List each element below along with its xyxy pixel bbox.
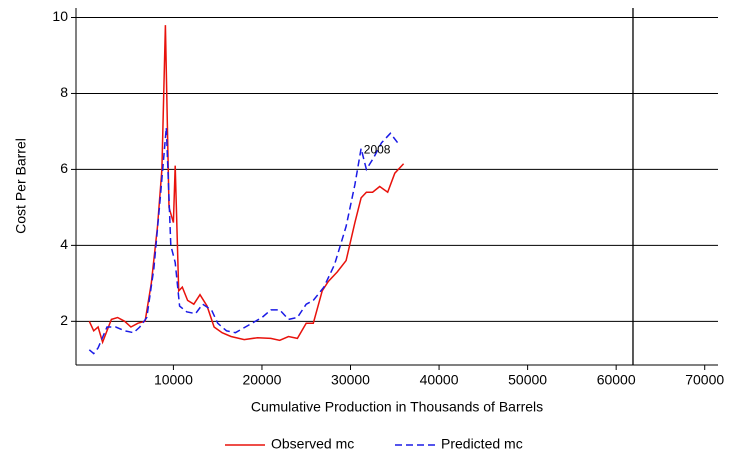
legend-label: Observed mc bbox=[271, 436, 354, 452]
x-axis-label: Cumulative Production in Thousands of Ba… bbox=[251, 399, 543, 415]
legend-label: Predicted mc bbox=[441, 436, 523, 452]
data-line bbox=[88, 127, 400, 355]
y-tick-label: 8 bbox=[60, 84, 68, 100]
annotation: 2008 bbox=[364, 143, 391, 157]
x-tick-label: 10000 bbox=[154, 372, 193, 388]
y-tick-label: 4 bbox=[60, 236, 68, 252]
x-tick-label: 20000 bbox=[242, 372, 281, 388]
y-tick-label: 6 bbox=[60, 160, 68, 176]
x-tick-label: 50000 bbox=[508, 372, 547, 388]
x-tick-label: 30000 bbox=[331, 372, 370, 388]
y-tick-label: 10 bbox=[52, 8, 68, 24]
data-line bbox=[88, 25, 405, 345]
y-tick-label: 2 bbox=[60, 312, 68, 328]
x-tick-label: 40000 bbox=[420, 372, 459, 388]
y-axis-label: Cost Per Barrel bbox=[13, 138, 29, 234]
x-tick-label: 60000 bbox=[597, 372, 636, 388]
x-tick-label: 70000 bbox=[685, 372, 724, 388]
